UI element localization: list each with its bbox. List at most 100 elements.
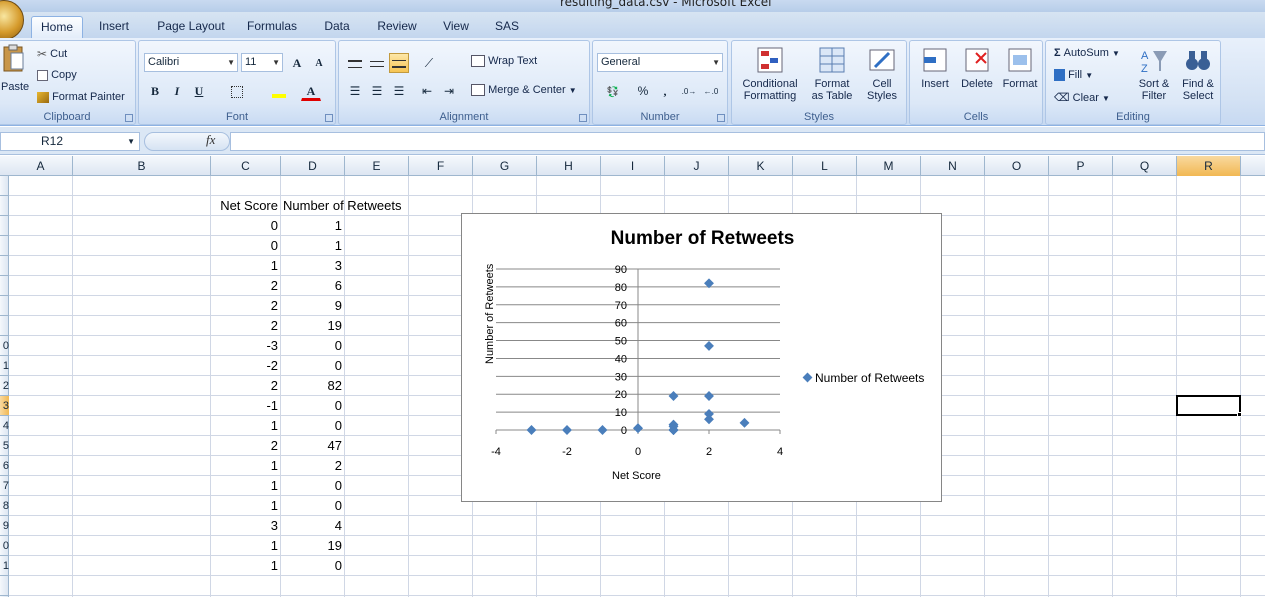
tab-data[interactable]: Data [324, 19, 350, 33]
table-cell-net-score[interactable]: 0 [270, 238, 278, 253]
row-header[interactable]: 4 [0, 416, 9, 436]
decrease-indent-button[interactable]: ⇤ [417, 81, 437, 101]
tab-page-layout[interactable]: Page Layout [157, 19, 225, 33]
align-center-button[interactable]: ☰ [367, 81, 387, 101]
cell-styles-button[interactable]: Cell Styles [860, 45, 904, 102]
column-header-h[interactable]: H [537, 156, 601, 176]
table-cell-retweets[interactable]: 6 [334, 278, 342, 293]
row-header[interactable]: 1 [0, 356, 9, 376]
table-cell-retweets[interactable]: 0 [334, 418, 342, 433]
name-box[interactable]: R12 ▼ [0, 132, 140, 151]
table-cell-net-score[interactable]: -2 [266, 358, 278, 373]
column-header-i[interactable]: I [601, 156, 665, 176]
autosum-button[interactable]: Σ AutoSum ▼ [1054, 47, 1120, 59]
table-cell-retweets[interactable]: 0 [334, 498, 342, 513]
align-bottom-button[interactable] [389, 53, 409, 73]
tab-insert[interactable]: Insert [98, 19, 129, 33]
fill-color-button[interactable] [269, 81, 289, 101]
column-header-c[interactable]: C [211, 156, 281, 176]
table-cell-net-score[interactable]: 2 [270, 318, 278, 333]
column-header-n[interactable]: N [921, 156, 985, 176]
copy-button[interactable]: Copy [37, 69, 77, 81]
column-header-e[interactable]: E [345, 156, 409, 176]
row-header[interactable] [0, 256, 9, 276]
table-cell-net-score[interactable]: 2 [270, 298, 278, 313]
scatter-chart[interactable]: Number of Retweets 0 10 20 30 40 50 60 70 80 90 -4… [461, 213, 942, 502]
comma-style-button[interactable]: , [663, 84, 667, 98]
table-cell-retweets[interactable]: 0 [334, 558, 342, 573]
table-cell-net-score[interactable]: 3 [270, 518, 278, 533]
table-cell-retweets[interactable]: 47 [327, 438, 342, 453]
row-header[interactable] [0, 216, 9, 236]
align-left-button[interactable]: ☰ [345, 81, 365, 101]
accounting-format-button[interactable]: 💱 [599, 81, 627, 101]
table-cell-retweets[interactable]: 0 [334, 398, 342, 413]
row-header[interactable]: 0 [0, 536, 9, 556]
row-header[interactable]: 6 [0, 456, 9, 476]
table-cell-retweets[interactable]: 82 [327, 378, 342, 393]
clear-button[interactable]: ⌫ Clear ▼ [1054, 91, 1110, 104]
table-cell-net-score[interactable]: 1 [270, 418, 278, 433]
format-as-table-button[interactable]: Format as Table [804, 45, 860, 102]
table-cell-retweets[interactable]: 2 [334, 458, 342, 473]
column-header-g[interactable]: G [473, 156, 537, 176]
fill-button[interactable]: Fill ▼ [1054, 69, 1093, 82]
format-cells-button[interactable]: Format [998, 45, 1042, 90]
align-right-button[interactable]: ☰ [389, 81, 409, 101]
tab-formulas[interactable]: Formulas [246, 19, 297, 33]
table-cell-retweets[interactable]: 1 [334, 218, 342, 233]
table-cell-retweets[interactable]: 1 [334, 238, 342, 253]
column-header-r[interactable]: R [1177, 156, 1241, 176]
row-header[interactable]: 0 [0, 336, 9, 356]
increase-decimal-button[interactable]: .0→ [679, 81, 699, 101]
borders-button[interactable] [227, 81, 247, 101]
find-select-button[interactable]: Find & Select [1176, 45, 1220, 102]
column-header-k[interactable]: K [729, 156, 793, 176]
formula-input[interactable] [230, 132, 1265, 151]
shrink-font-button[interactable]: A [315, 58, 323, 69]
wrap-text-button[interactable]: Wrap Text [471, 55, 537, 68]
row-header[interactable]: 8 [0, 496, 9, 516]
row-header[interactable]: 7 [0, 476, 9, 496]
row-header[interactable] [0, 576, 9, 596]
row-header[interactable]: 9 [0, 516, 9, 536]
increase-indent-button[interactable]: ⇥ [439, 81, 459, 101]
table-cell-retweets[interactable]: 0 [334, 338, 342, 353]
underline-button[interactable]: U [194, 84, 204, 98]
column-header-a[interactable]: A [9, 156, 73, 176]
insert-function-button[interactable]: fx [206, 132, 216, 147]
table-cell-retweets[interactable]: 0 [334, 478, 342, 493]
conditional-formatting-button[interactable]: Conditional Formatting [738, 45, 802, 102]
table-cell-net-score[interactable]: 0 [270, 218, 278, 233]
table-cell-net-score[interactable]: 1 [270, 258, 278, 273]
row-header[interactable]: 1 [0, 556, 9, 576]
table-cell-net-score[interactable]: 1 [270, 538, 278, 553]
merge-center-button[interactable]: Merge & Center ▼ [471, 84, 577, 97]
tab-home[interactable]: Home [31, 16, 83, 38]
column-header-b[interactable]: B [73, 156, 211, 176]
format-painter-button[interactable]: Format Painter [37, 91, 125, 103]
tab-review[interactable]: Review [377, 19, 417, 33]
column-header-o[interactable]: O [985, 156, 1049, 176]
table-cell-net-score[interactable]: 2 [270, 378, 278, 393]
table-cell-retweets[interactable]: 4 [334, 518, 342, 533]
italic-button[interactable]: I [174, 84, 180, 98]
table-cell-retweets[interactable]: 9 [334, 298, 342, 313]
tab-view[interactable]: View [443, 19, 469, 33]
fill-handle[interactable] [1237, 412, 1242, 417]
font-color-button[interactable]: A [301, 81, 321, 101]
row-header[interactable] [0, 316, 9, 336]
delete-cells-button[interactable]: Delete [956, 45, 998, 90]
percent-style-button[interactable]: % [637, 84, 649, 98]
selected-cell[interactable] [1176, 395, 1241, 416]
header-cell-retweets[interactable]: Number of Retweets [283, 198, 402, 213]
column-header-q[interactable]: Q [1113, 156, 1177, 176]
orientation-button[interactable]: ⟋ [419, 53, 439, 73]
bold-button[interactable]: B [150, 84, 159, 98]
table-cell-net-score[interactable]: 1 [270, 478, 278, 493]
header-cell-net-score[interactable]: Net Score [220, 198, 278, 213]
number-format-select[interactable]: General ▼ [597, 53, 723, 72]
table-cell-net-score[interactable]: -1 [266, 398, 278, 413]
table-cell-retweets[interactable]: 19 [327, 318, 342, 333]
